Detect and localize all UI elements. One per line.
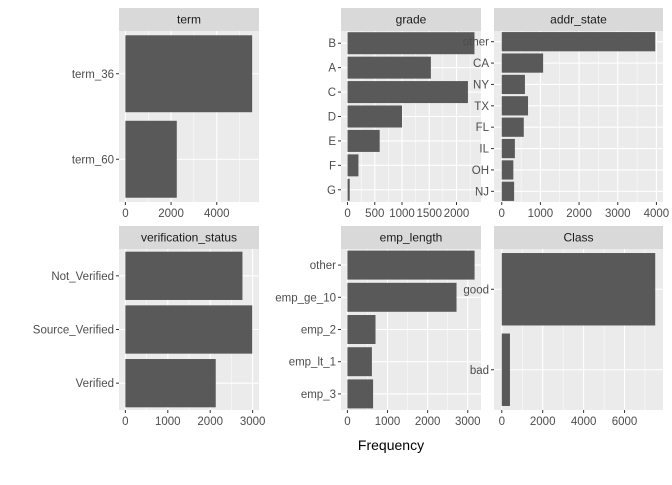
y-tick-label: FL — [476, 122, 490, 134]
x-tick-label: 2000 — [566, 208, 592, 220]
x-tick-label: 500 — [365, 208, 384, 220]
x-tick-label: 6000 — [612, 416, 638, 428]
bar — [347, 282, 457, 312]
x-tick-label: 0 — [122, 208, 128, 220]
x-tick-label: 1500 — [416, 208, 442, 220]
x-tick-label: 0 — [499, 416, 505, 428]
bar — [501, 253, 656, 326]
y-tick-label: Not_Verified — [51, 271, 114, 283]
y-tick-label: emp_3 — [301, 389, 336, 401]
x-axis-title: Frequency — [358, 437, 424, 453]
panel-term: term term_36 term_60 0 2000 4000 — [72, 8, 259, 220]
x-tick-label: 0 — [122, 416, 128, 428]
panel-title: term — [177, 13, 201, 27]
y-tick-label: C — [328, 87, 336, 99]
y-tick-label: B — [328, 38, 336, 50]
y-tick-label: Verified — [76, 378, 114, 390]
panel-strip — [494, 226, 663, 249]
x-tick-label: 2000 — [415, 416, 441, 428]
panel-strip — [119, 226, 259, 249]
bar — [501, 74, 525, 95]
panel-verification-status: verification_status Not_Verified Source_Ve… — [33, 226, 266, 428]
panel-strip — [119, 8, 259, 31]
bar — [501, 53, 544, 73]
x-tick-label: 1000 — [155, 416, 181, 428]
panel-title: addr_state — [550, 13, 607, 27]
bar — [501, 160, 514, 180]
x-tick-label: 1000 — [375, 416, 401, 428]
bar — [501, 181, 515, 201]
y-tick-label: term_60 — [72, 154, 114, 166]
y-tick-label: good — [463, 284, 489, 296]
bar — [501, 32, 656, 52]
y-tick-label: NJ — [475, 186, 489, 198]
bar — [347, 129, 380, 152]
bar — [125, 251, 243, 300]
y-tick-label: IL — [479, 144, 489, 156]
x-tick-label: 0 — [344, 416, 350, 428]
y-tick-label: other — [463, 37, 489, 49]
y-tick-label: Source_Verified — [33, 325, 114, 337]
y-tick-label: other — [310, 260, 336, 272]
bar — [347, 32, 475, 55]
y-tick-label: bad — [470, 365, 489, 377]
x-tick-label: 1000 — [528, 208, 554, 220]
bar — [347, 379, 374, 409]
x-tick-label: 2000 — [197, 416, 223, 428]
panel-strip — [341, 226, 481, 249]
y-tick-label: D — [328, 112, 336, 124]
y-tick-label: NY — [473, 79, 489, 91]
panel-strip — [494, 8, 663, 31]
bar — [347, 315, 376, 344]
bar — [347, 250, 475, 280]
x-tick-label: 3000 — [240, 416, 266, 428]
bar — [347, 56, 431, 79]
bar — [501, 138, 515, 159]
x-tick-label: 3000 — [455, 416, 481, 428]
bar — [125, 120, 177, 198]
y-tick-label: CA — [473, 58, 489, 70]
bar — [347, 154, 359, 177]
bar — [501, 333, 510, 406]
x-tick-label: 2000 — [530, 416, 556, 428]
y-tick-label: emp_ge_10 — [275, 292, 336, 304]
panel-title: grade — [396, 13, 427, 27]
x-tick-label: 0 — [344, 208, 350, 220]
y-tick-label: emp_lt_1 — [289, 357, 336, 369]
y-tick-label: F — [329, 160, 336, 172]
x-tick-label: 0 — [499, 208, 505, 220]
y-tick-label: TX — [474, 101, 489, 113]
x-tick-label: 1000 — [389, 208, 415, 220]
panel-grade: grade B AC DEF G0 500 1000 1500 2000 — [327, 8, 481, 220]
panel-title: verification_status — [141, 231, 237, 245]
bar — [501, 117, 524, 137]
panel-title: emp_length — [380, 231, 443, 245]
y-tick-label: OH — [472, 165, 489, 177]
x-tick-label: 3000 — [605, 208, 631, 220]
panel-class: Class good bad 0 2000 4000 6000 — [463, 226, 663, 428]
panel-title: Class — [563, 231, 593, 245]
x-tick-label: 2000 — [158, 208, 184, 220]
bar — [347, 347, 372, 377]
y-tick-label: G — [327, 185, 336, 197]
bar — [347, 178, 350, 201]
x-tick-label: 2000 — [444, 208, 470, 220]
y-tick-label: emp_2 — [301, 325, 336, 337]
bar — [501, 96, 529, 116]
panel-strip — [341, 8, 481, 31]
bar — [125, 305, 253, 354]
bar — [125, 359, 216, 408]
x-tick-label: 4000 — [204, 208, 230, 220]
y-tick-label: term_36 — [72, 69, 114, 81]
x-tick-label: 4000 — [571, 416, 597, 428]
bar — [125, 35, 253, 113]
y-tick-label: E — [328, 136, 336, 148]
bar — [347, 105, 403, 128]
y-tick-label: A — [328, 63, 336, 75]
bar — [347, 81, 468, 104]
x-tick-label: 4000 — [644, 208, 670, 220]
